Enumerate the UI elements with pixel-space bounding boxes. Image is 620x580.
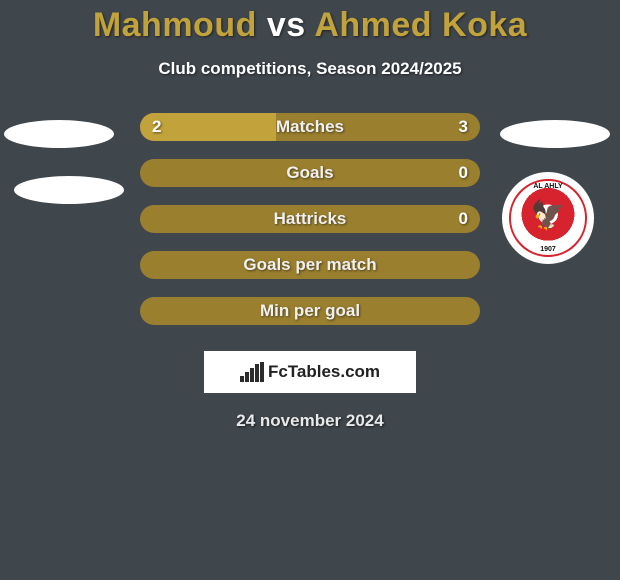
stat-bar-track	[140, 159, 480, 187]
title-player1: Mahmoud	[93, 6, 257, 44]
attribution-text: FcTables.com	[268, 362, 380, 382]
stats-block: Matches23Goals0Hattricks0Goals per match…	[0, 113, 620, 343]
stat-row: Matches23	[0, 113, 620, 159]
stat-bar-track	[140, 251, 480, 279]
subtitle: Club competitions, Season 2024/2025	[0, 59, 620, 79]
stat-value-right: 3	[459, 113, 468, 141]
stat-row: Goals per match	[0, 251, 620, 297]
date-line: 24 november 2024	[0, 411, 620, 431]
stat-value-right: 0	[459, 159, 468, 187]
stat-value-left: 2	[152, 113, 161, 141]
stat-bar-track	[140, 205, 480, 233]
title-vs: vs	[267, 6, 306, 44]
stat-row: Min per goal	[0, 297, 620, 343]
stat-bar-track	[140, 297, 480, 325]
bar-chart-icon	[240, 362, 264, 382]
page-title: Mahmoud vs Ahmed Koka	[0, 0, 620, 45]
stat-row: Hattricks0	[0, 205, 620, 251]
title-player2: Ahmed Koka	[314, 6, 527, 44]
stat-row: Goals0	[0, 159, 620, 205]
stat-value-right: 0	[459, 205, 468, 233]
attribution-box: FcTables.com	[204, 351, 416, 393]
comparison-card: Mahmoud vs Ahmed Koka Club competitions,…	[0, 0, 620, 580]
stat-bar-track	[140, 113, 480, 141]
